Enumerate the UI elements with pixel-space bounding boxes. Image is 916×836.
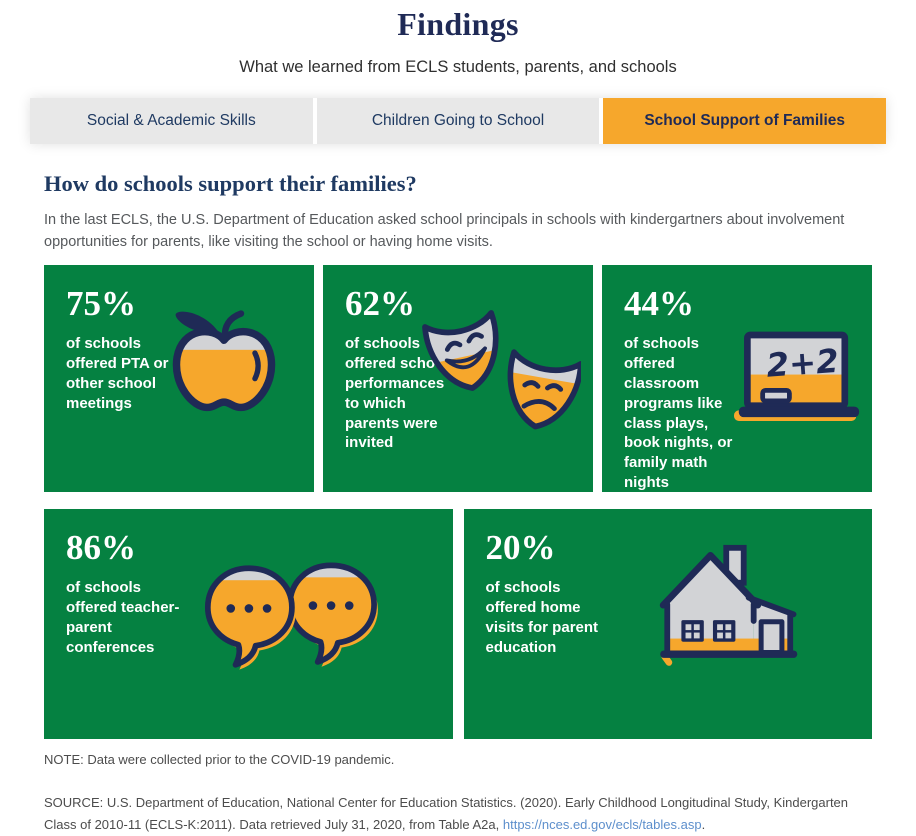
stat-percent: 75% — [66, 283, 136, 323]
stat-card-classroom-programs: 44% of schools offered classroom program… — [602, 264, 872, 492]
stat-description: of schools offered classroom programs li… — [624, 335, 733, 492]
apple-icon — [160, 305, 288, 416]
source-prefix: SOURCE: U.S. Department of Education, Na… — [44, 794, 849, 833]
stat-percent: 86% — [66, 527, 136, 567]
note-text: NOTE: Data were collected prior to the C… — [44, 751, 395, 767]
tab-social-academic-skills[interactable]: Social & Academic Skills — [30, 98, 313, 144]
tab-children-going-to-school[interactable]: Children Going to School — [316, 98, 600, 144]
schoolhouse-icon — [644, 541, 806, 666]
stat-percent: 20% — [485, 527, 556, 567]
stat-cards-bottom-row: 86% of schools offered teacher-parent co… — [44, 508, 872, 739]
stat-description: of schools offered home visits for paren… — [485, 579, 599, 656]
stat-cards-top-row: 75% of schools offered PTA or other scho… — [44, 264, 872, 492]
theater-masks-icon — [419, 305, 581, 448]
stat-description: of schools offered PTA or other school m… — [66, 335, 169, 412]
section-heading: How do schools support their families? — [44, 171, 417, 196]
source-link[interactable]: https://nces.ed.gov/ecls/tables.asp — [502, 817, 702, 833]
source-text: SOURCE: U.S. Department of Education, Na… — [44, 792, 872, 836]
stat-card-home-visits: 20% of schools offered home visits for p… — [463, 508, 872, 739]
stat-card-pta-meetings: 75% of schools offered PTA or other scho… — [44, 264, 314, 492]
tab-school-support-of-families[interactable]: School Support of Families — [603, 98, 887, 144]
stat-percent: 44% — [624, 283, 694, 323]
stat-percent: 62% — [345, 283, 415, 323]
section-description: In the last ECLS, the U.S. Department of… — [44, 212, 845, 251]
tab-bar: Social & Academic Skills Children Going … — [30, 98, 887, 144]
chalkboard-icon: 2+2 — [734, 327, 862, 427]
stat-card-school-performances: 62% of schools offered school performanc… — [323, 264, 593, 492]
speech-bubbles-icon — [199, 553, 381, 682]
source-suffix: . — [701, 817, 706, 833]
stat-description: of schools offered school performances t… — [345, 335, 449, 452]
stat-description: of schools offered teacher-parent confer… — [66, 579, 180, 656]
stat-card-teacher-parent-conferences: 86% of schools offered teacher-parent co… — [44, 508, 453, 739]
svg-text:2+2: 2+2 — [765, 342, 840, 385]
page-subtitle: What we learned from ECLS students, pare… — [239, 58, 677, 76]
page-title: Findings — [397, 6, 519, 42]
